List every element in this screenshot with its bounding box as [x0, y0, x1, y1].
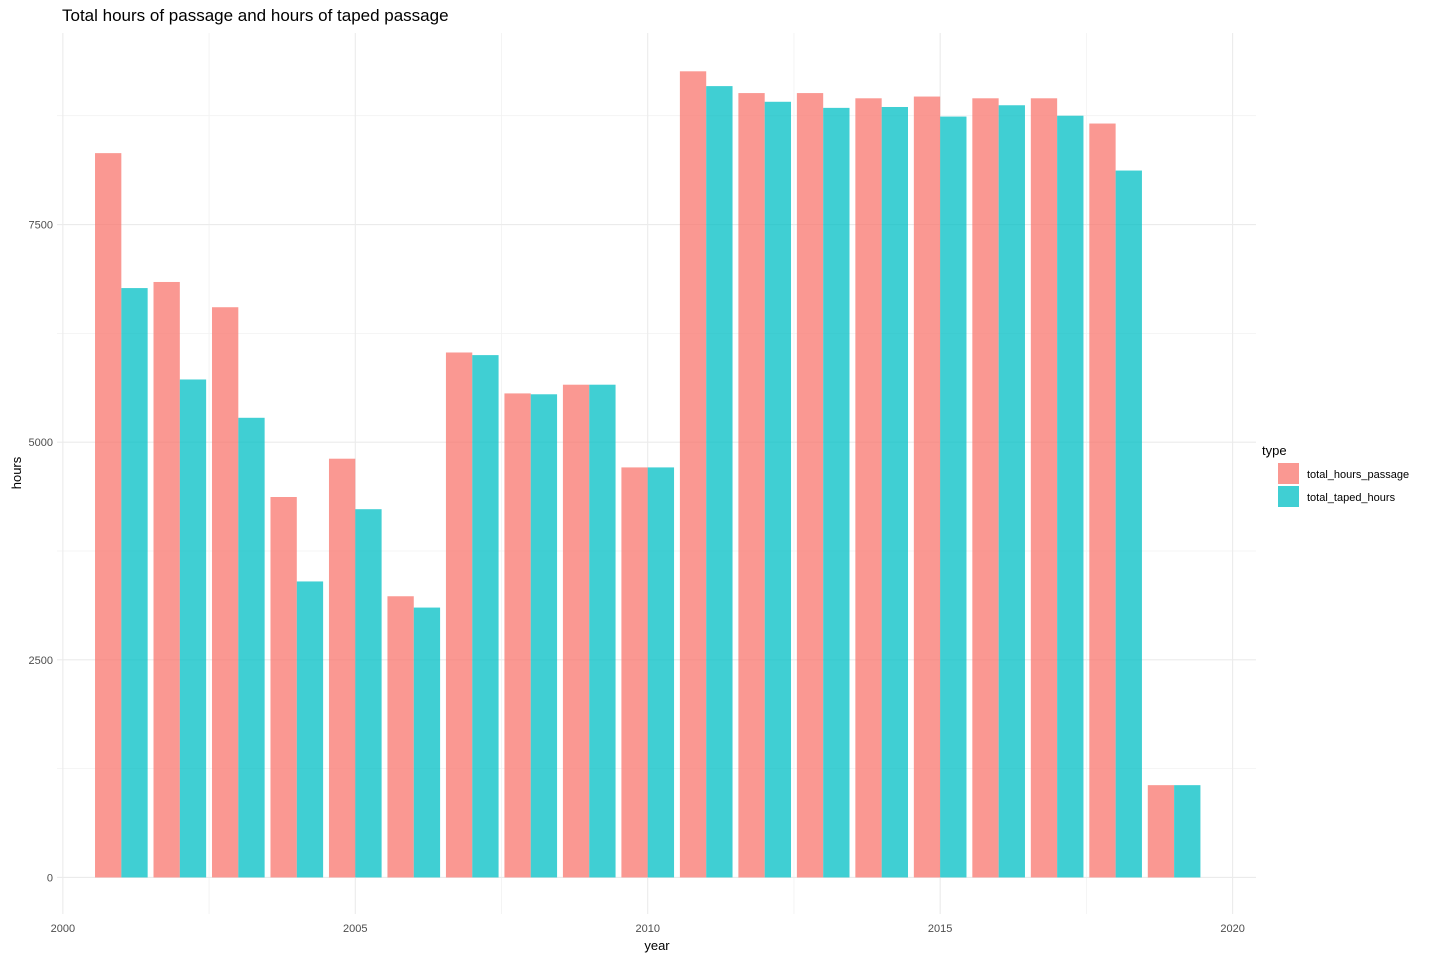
bar-total_taped_hours-2001 — [121, 288, 148, 878]
x-tick-label: 2005 — [343, 923, 367, 935]
legend: type total_hours_passage total_taped_hour… — [1262, 443, 1409, 507]
bar-total_hours_passage-2013 — [796, 93, 824, 878]
bar-total_taped_hours-2012 — [764, 101, 792, 878]
bar-total_hours_passage-2009 — [562, 384, 590, 878]
y-tick-label: 7500 — [29, 220, 53, 232]
y-axis-ticks: 0 2500 5000 7500 — [29, 220, 53, 885]
chart-title: Total hours of passage and hours of tape… — [62, 6, 449, 25]
bar-total_taped_hours-2003 — [238, 417, 265, 878]
bar-total_taped_hours-2016 — [998, 105, 1025, 878]
legend-label-total_taped_hours: total_taped_hours — [1307, 492, 1396, 504]
bar-total_hours_passage-2008 — [504, 393, 531, 878]
bar-total_taped_hours-2008 — [530, 394, 558, 878]
legend-title: type — [1262, 443, 1287, 458]
bar-total_hours_passage-2005 — [328, 458, 356, 878]
bar-total_hours_passage-2006 — [387, 596, 414, 878]
x-tick-label: 2020 — [1220, 923, 1244, 935]
bar-total_hours_passage-2003 — [211, 307, 239, 878]
bar-total_hours_passage-2019 — [1147, 785, 1175, 878]
bar-total_hours_passage-2015 — [913, 96, 941, 878]
bar-total_taped_hours-2002 — [179, 379, 207, 878]
bar-total_hours_passage-2016 — [972, 98, 999, 878]
y-axis-title: hours — [9, 456, 24, 489]
bars — [95, 71, 1201, 878]
y-tick-label: 0 — [47, 872, 53, 884]
x-tick-label: 2010 — [635, 923, 659, 935]
bar-total_taped_hours-2018 — [1115, 170, 1142, 878]
x-tick-label: 2015 — [928, 923, 952, 935]
bar-total_taped_hours-2010 — [647, 467, 675, 878]
bar-total_hours_passage-2001 — [95, 153, 122, 878]
bar-total_taped_hours-2004 — [296, 581, 324, 878]
bar-total_taped_hours-2007 — [472, 355, 499, 878]
bar-total_taped_hours-2013 — [823, 107, 850, 878]
bar-total_hours_passage-2011 — [679, 71, 707, 878]
bar-total_hours_passage-2002 — [153, 281, 180, 878]
x-axis-ticks: 2000 2005 2010 2015 2020 — [51, 923, 1245, 935]
bar-total_hours_passage-2004 — [270, 497, 297, 878]
bar-total_taped_hours-2011 — [706, 86, 733, 878]
x-axis-title: year — [644, 938, 670, 953]
bar-total_hours_passage-2007 — [445, 352, 473, 878]
bar-total_hours_passage-2018 — [1089, 123, 1116, 878]
bar-total_taped_hours-2014 — [881, 106, 908, 878]
x-tick-label: 2000 — [51, 923, 75, 935]
legend-label-total_hours_passage: total_hours_passage — [1307, 469, 1409, 481]
bar-total_taped_hours-2009 — [589, 384, 616, 878]
bar-total_hours_passage-2010 — [621, 467, 648, 878]
legend-key-total_hours_passage — [1278, 463, 1299, 484]
bar-total_taped_hours-2019 — [1174, 785, 1201, 878]
bar-total_hours_passage-2012 — [738, 93, 765, 878]
bar-total_taped_hours-2015 — [940, 116, 967, 878]
bar-total_taped_hours-2005 — [355, 509, 382, 878]
bar-total_hours_passage-2017 — [1030, 98, 1058, 878]
y-tick-label: 2500 — [29, 655, 53, 667]
bar-total_taped_hours-2017 — [1057, 115, 1084, 878]
legend-key-total_taped_hours — [1278, 486, 1299, 507]
bar-total_hours_passage-2014 — [855, 98, 882, 878]
y-tick-label: 5000 — [29, 437, 53, 449]
bar-total_taped_hours-2006 — [413, 607, 441, 878]
